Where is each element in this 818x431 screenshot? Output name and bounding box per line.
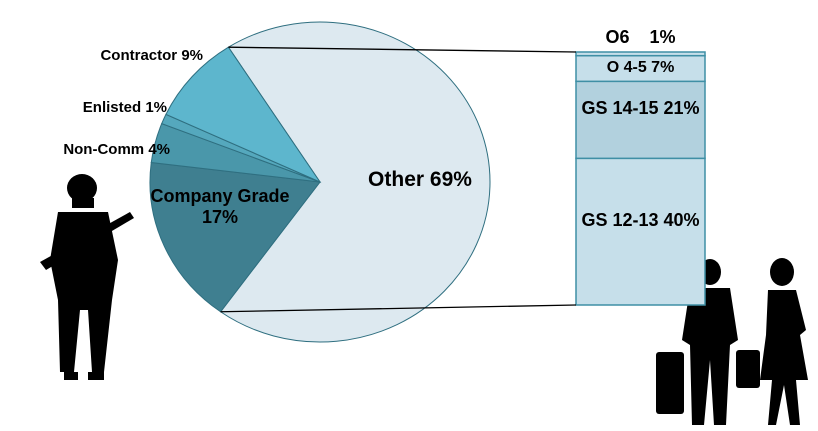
label-part: 4% (148, 141, 170, 158)
label-part: 21% (664, 98, 700, 118)
label-part: O 4-5 (607, 59, 647, 76)
label-part: Enlisted (83, 99, 141, 116)
data-label: GS 12-13 40% (576, 210, 705, 231)
data-label: Contractor 9% (0, 47, 203, 64)
data-label: O 4-5 7% (576, 59, 705, 77)
soldier-icon (40, 174, 134, 380)
data-label: Company Grade 17% (150, 186, 290, 227)
breakdown-bar (576, 81, 705, 158)
label-part: Non-Comm (63, 141, 144, 158)
chart: Other 69% Company Grade 17% Non-Comm 4% Enl… (0, 0, 818, 431)
label-part: Other (368, 168, 424, 191)
breakdown-bar (576, 52, 705, 56)
label-part: GS 12-13 (581, 210, 658, 230)
data-label: O6 1% (576, 27, 705, 48)
data-label: Other 69% (350, 168, 490, 192)
label-part: Contractor (100, 47, 177, 64)
label-part: 69% (430, 168, 472, 191)
label-part: 17% (202, 207, 238, 227)
label-part: 1% (650, 27, 676, 47)
label-part: 1% (145, 99, 167, 116)
data-label: Enlisted 1% (0, 99, 167, 116)
label-part: 9% (181, 47, 203, 64)
data-label: GS 14-15 21% (576, 98, 705, 119)
label-part: 7% (651, 59, 674, 76)
label-part: Company Grade (150, 186, 289, 206)
label-part: GS 14-15 (581, 98, 658, 118)
label-part: 40% (664, 210, 700, 230)
data-label: Non-Comm 4% (0, 141, 170, 158)
label-part: O6 (605, 27, 629, 47)
breakdown-bar (576, 158, 705, 305)
